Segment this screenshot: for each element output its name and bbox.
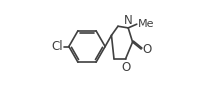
Text: Me: Me: [138, 19, 154, 29]
Text: N: N: [124, 13, 133, 27]
Text: Cl: Cl: [52, 40, 63, 53]
Text: O: O: [142, 43, 151, 56]
Text: O: O: [121, 61, 131, 74]
